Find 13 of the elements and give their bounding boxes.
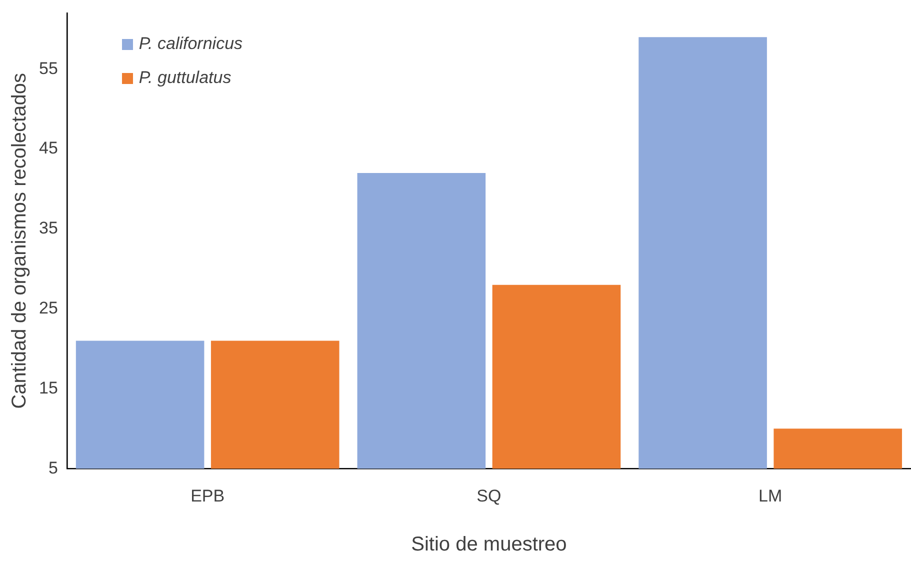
legend-label: P. guttulatus [138, 68, 232, 88]
y-tick-label: 5 [48, 458, 58, 478]
x-tick-label: EPB [190, 486, 225, 506]
y-tick-label: 35 [38, 218, 58, 238]
y-axis-title: Cantidad de organismos recolectados [8, 73, 31, 409]
y-tick-label: 45 [38, 138, 58, 158]
x-tick-label: LM [758, 486, 782, 506]
x-axis-title: Sitio de muestreo [411, 534, 567, 556]
y-tick-label: 55 [38, 58, 58, 78]
y-tick-label: 15 [38, 378, 58, 398]
x-tick-label: SQ [476, 486, 502, 506]
legend-label: P. californicus [138, 34, 243, 54]
y-tick-label: 25 [38, 298, 58, 318]
